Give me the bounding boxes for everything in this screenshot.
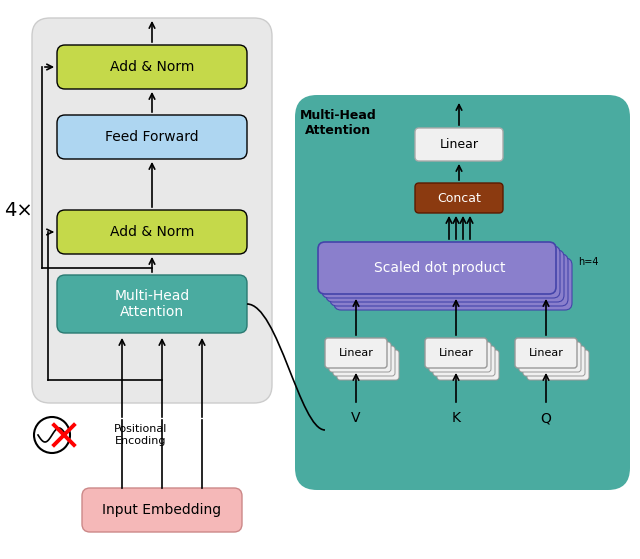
FancyBboxPatch shape	[326, 250, 564, 302]
FancyBboxPatch shape	[523, 346, 585, 376]
Text: Scaled dot product: Scaled dot product	[374, 261, 506, 275]
FancyBboxPatch shape	[527, 350, 589, 380]
Text: K: K	[451, 411, 461, 425]
FancyBboxPatch shape	[57, 275, 247, 333]
FancyBboxPatch shape	[295, 95, 630, 490]
Text: Linear: Linear	[339, 348, 373, 358]
FancyBboxPatch shape	[515, 338, 577, 368]
FancyBboxPatch shape	[519, 342, 581, 372]
Text: Input Embedding: Input Embedding	[102, 503, 221, 517]
FancyBboxPatch shape	[333, 346, 395, 376]
FancyBboxPatch shape	[318, 242, 556, 294]
FancyBboxPatch shape	[329, 342, 391, 372]
Text: Add & Norm: Add & Norm	[110, 225, 194, 239]
FancyBboxPatch shape	[325, 338, 387, 368]
Text: Positional
Encoding: Positional Encoding	[114, 424, 168, 446]
FancyBboxPatch shape	[57, 45, 247, 89]
Text: V: V	[351, 411, 361, 425]
Text: Linear: Linear	[529, 348, 563, 358]
FancyBboxPatch shape	[337, 350, 399, 380]
Text: Q: Q	[541, 411, 552, 425]
FancyBboxPatch shape	[415, 128, 503, 161]
Text: Multi-Head
Attention: Multi-Head Attention	[300, 109, 376, 137]
FancyBboxPatch shape	[57, 115, 247, 159]
FancyBboxPatch shape	[322, 246, 560, 298]
Text: Linear: Linear	[440, 138, 479, 150]
FancyBboxPatch shape	[32, 18, 272, 403]
Text: Feed Forward: Feed Forward	[105, 130, 199, 144]
Text: h=4: h=4	[578, 257, 598, 267]
Text: Add & Norm: Add & Norm	[110, 60, 194, 74]
FancyBboxPatch shape	[437, 350, 499, 380]
Text: Concat: Concat	[437, 192, 481, 205]
FancyBboxPatch shape	[334, 258, 572, 310]
FancyBboxPatch shape	[57, 210, 247, 254]
Text: Multi-Head
Attention: Multi-Head Attention	[115, 289, 189, 319]
FancyBboxPatch shape	[330, 254, 568, 306]
FancyBboxPatch shape	[82, 488, 242, 532]
FancyBboxPatch shape	[429, 342, 491, 372]
FancyBboxPatch shape	[433, 346, 495, 376]
FancyBboxPatch shape	[425, 338, 487, 368]
Text: Linear: Linear	[438, 348, 474, 358]
FancyBboxPatch shape	[415, 183, 503, 213]
Text: 4×: 4×	[4, 201, 33, 220]
